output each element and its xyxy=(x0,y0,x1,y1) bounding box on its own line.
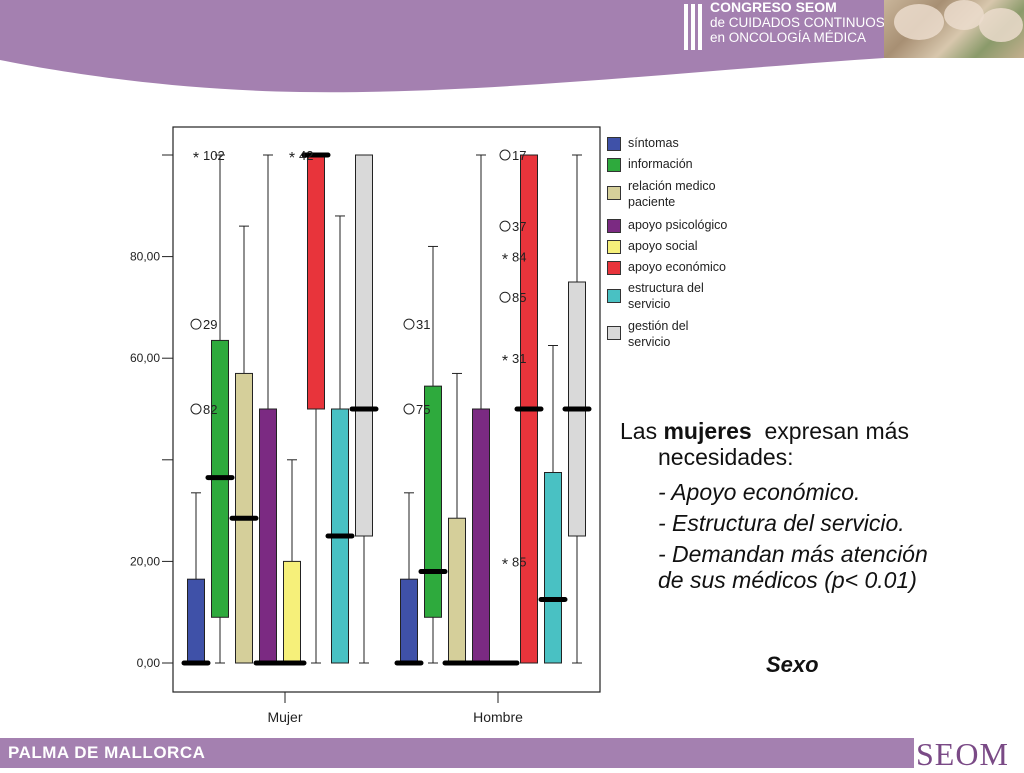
outlier-circle xyxy=(499,149,511,161)
conclusion-line-2: necesidades: xyxy=(658,444,794,470)
x-tick-label-mujer: Mujer xyxy=(267,709,302,725)
outlier-star: * xyxy=(289,150,295,167)
outlier-star: * xyxy=(502,556,508,573)
y-tick-label: 20,00 xyxy=(130,554,160,568)
legend-label: apoyo psicológico xyxy=(628,218,728,232)
plot-frame xyxy=(172,126,601,693)
outlier-label: 42 xyxy=(299,148,313,163)
legend-swatch xyxy=(607,240,621,254)
bullet-demandan-cont: de sus médicos (p< 0.01) xyxy=(658,567,917,593)
congress-subtitle-1: de CUIDADOS CONTINUOS xyxy=(710,15,885,30)
outlier-label: 17 xyxy=(512,148,526,163)
outlier-label: 82 xyxy=(203,402,217,417)
legend-label: gestión del servicio xyxy=(628,319,689,349)
legend-label: síntomas xyxy=(628,136,679,150)
conclusion-text: Las mujeres expresan más necesidades: - … xyxy=(620,418,1000,593)
outlier-label: 31 xyxy=(416,317,430,332)
header-band xyxy=(0,0,884,93)
box-hombre-0-box xyxy=(400,578,418,664)
y-tick-label: 80,00 xyxy=(130,250,160,264)
legend-swatch xyxy=(607,261,621,275)
legend-swatch xyxy=(607,219,621,233)
box-mujer-0-box xyxy=(187,578,205,664)
conclusion-line-1-bold: mujeres xyxy=(663,418,752,444)
y-tick-label: 0,00 xyxy=(137,656,161,670)
outlier-circle xyxy=(499,220,511,232)
box-mujer-4-box xyxy=(283,560,301,664)
outlier-label: 29 xyxy=(203,317,217,332)
outlier-label: 31 xyxy=(512,351,526,366)
outlier-star: * xyxy=(502,353,508,370)
outlier-circle xyxy=(190,318,202,330)
outlier-label: 84 xyxy=(512,250,526,265)
legend-label: estructura del servicio xyxy=(628,281,704,311)
congress-logo: CONGRESO SEOM de CUIDADOS CONTINUOS en O… xyxy=(684,0,885,58)
header-photo xyxy=(884,0,1024,58)
legend-swatch xyxy=(607,289,621,303)
box-mujer-7-box xyxy=(355,154,373,537)
conclusion-line-1-post: expresan más xyxy=(751,418,909,444)
outlier-label: 85 xyxy=(512,554,526,569)
outlier-label: 75 xyxy=(416,402,430,417)
box-hombre-2-box xyxy=(448,517,466,664)
footer-city: PALMA DE MALLORCA xyxy=(8,743,206,762)
footer-band: PALMA DE MALLORCA SEOM xyxy=(0,736,1024,772)
congress-subtitle-2: en ONCOLOGÍA MÉDICA xyxy=(710,30,867,45)
outlier-label: 102 xyxy=(203,148,225,163)
outlier-label: 37 xyxy=(512,219,526,234)
box-hombre-3-box xyxy=(472,408,490,664)
bullet-demandan: - Demandan más atención xyxy=(658,541,928,567)
legend-swatch xyxy=(607,158,621,172)
box-hombre-1-box xyxy=(424,385,442,618)
outlier-circle xyxy=(190,403,202,415)
sexo-label: Sexo xyxy=(766,652,819,677)
outlier-circle xyxy=(403,403,415,415)
legend-swatch xyxy=(607,326,621,340)
conclusion-line-1: Las mujeres expresan más xyxy=(620,418,1000,444)
outlier-label: 85 xyxy=(512,290,526,305)
legend-swatch xyxy=(607,137,621,151)
outlier-star: * xyxy=(502,252,508,269)
legend-label: relación medico paciente xyxy=(628,179,716,209)
outlier-circle xyxy=(403,318,415,330)
seom-logo-text: SEOM xyxy=(916,736,1009,772)
x-tick-label-hombre: Hombre xyxy=(473,709,523,725)
legend-label: información xyxy=(628,157,693,171)
box-mujer-3-box xyxy=(259,408,277,664)
outlier-circle xyxy=(499,291,511,303)
box-mujer-5-box xyxy=(307,154,325,410)
bullet-apoyo-economico: - Apoyo económico. xyxy=(658,479,861,505)
legend-label: apoyo social xyxy=(628,239,698,253)
seom-logo: SEOM xyxy=(914,736,1024,772)
box-hombre-6-box xyxy=(544,472,562,664)
legend-label: apoyo económico xyxy=(628,260,726,274)
y-tick-label: 60,00 xyxy=(130,351,160,365)
bullet-estructura: - Estructura del servicio. xyxy=(658,510,905,536)
conclusion-line-1-pre: Las xyxy=(620,418,664,444)
congress-logo-bars xyxy=(684,4,706,50)
outlier-star: * xyxy=(193,150,199,167)
congress-title: CONGRESO SEOM xyxy=(710,0,837,15)
legend-swatch xyxy=(607,186,621,200)
boxplot-chart: 0,00 20,00 60,00 80,00 Mujer Hombre * 102 29 82 * 4… xyxy=(130,126,601,725)
